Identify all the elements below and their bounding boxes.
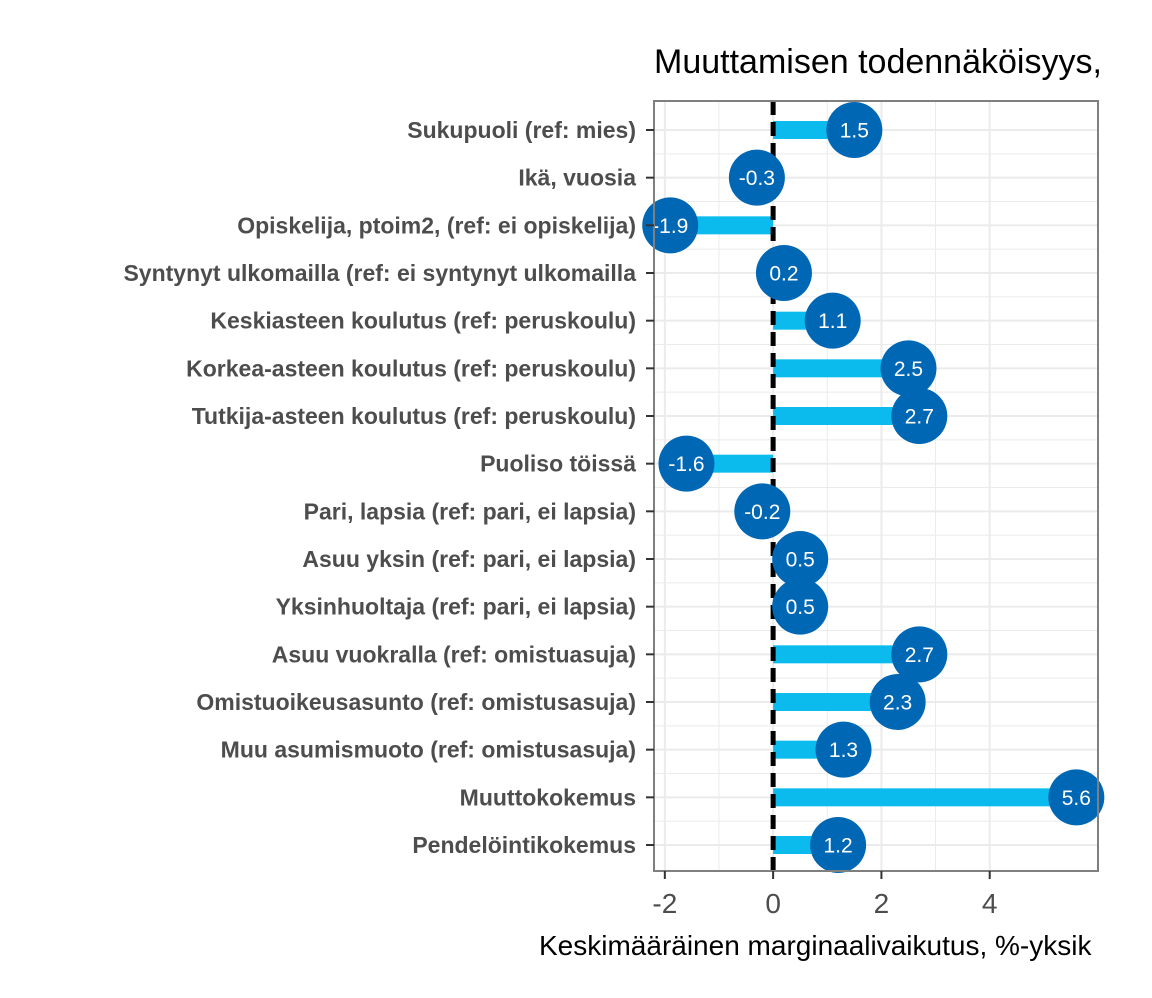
point-10	[772, 578, 829, 635]
y-tick-label-14: Muuttokokemus	[460, 784, 636, 810]
y-tick-label-12: Omistuoikeusasunto (ref: omistusasuja)	[196, 689, 636, 715]
bar-6	[773, 407, 920, 425]
point-8	[734, 483, 791, 540]
data-labels: 1.5 -0.3 -1.9 0.2 1.1 2.5 2.7 -1.6 -0.2 0.5 0.5 2.7…	[652, 120, 1091, 858]
point-4	[804, 292, 861, 349]
y-tick-label-6: Tutkija-asteen koulutus (ref: peruskoulu…	[192, 403, 636, 429]
y-tick-label-7: Puoliso töissä	[480, 451, 636, 477]
point-15	[810, 817, 867, 873]
data-label-10: 0.5	[786, 596, 815, 619]
data-label-12: 2.3	[883, 692, 912, 715]
x-tick-label-0: -2	[652, 888, 677, 919]
bar-14	[773, 788, 1077, 807]
x-axis-label: Keskimääräinen marginaalivaikutus, %-yks…	[539, 930, 1092, 961]
data-label-1: -0.3	[739, 167, 775, 190]
data-label-2: -1.9	[652, 215, 688, 238]
x-tick-label-2: 2	[874, 888, 890, 919]
x-axis: -2 0 2 4	[652, 871, 997, 919]
data-label-11: 2.7	[905, 644, 934, 667]
point-5	[880, 340, 937, 397]
y-tick-label-9: Asuu yksin (ref: pari, ei lapsia)	[302, 546, 636, 572]
y-tick-label-13: Muu asumismuoto (ref: omistusasuja)	[221, 737, 636, 763]
bar-11	[773, 645, 920, 664]
y-tick-label-4: Keskiasteen koulutus (ref: peruskoulu)	[210, 308, 636, 334]
bar-5	[773, 359, 909, 378]
data-label-4: 1.1	[818, 310, 847, 333]
y-tick-label-15: Pendelöintikokemus	[412, 832, 636, 858]
panel-border	[653, 100, 1099, 872]
y-tick-label-2: Opiskelija, ptoim2, (ref: ei opiskelija)	[237, 212, 636, 238]
y-tick-label-3: Syntynyt ulkomailla (ref: ei syntynyt ul…	[123, 260, 636, 286]
point-12	[869, 674, 926, 730]
y-tick-label-1: Ikä, vuosia	[518, 165, 636, 191]
point-1	[728, 149, 785, 206]
data-label-0: 1.5	[840, 120, 869, 143]
y-tick-label-8: Pari, lapsia (ref: pari, ei lapsia)	[304, 498, 636, 524]
bar-12	[773, 693, 898, 711]
point-14	[1048, 769, 1105, 826]
data-label-5: 2.5	[894, 358, 923, 381]
y-axis: Sukupuoli (ref: mies) Ikä, vuosia Opiskeli…	[123, 117, 654, 858]
data-label-13: 1.3	[829, 739, 858, 762]
y-tick-label-5: Korkea-asteen koulutus (ref: peruskoulu)	[186, 355, 636, 381]
point-3	[755, 245, 812, 301]
data-label-14: 5.6	[1062, 787, 1091, 810]
point-13	[815, 721, 872, 778]
y-tick-label-10: Yksinhuoltaja (ref: pari, ei lapsia)	[276, 594, 636, 620]
point-6	[891, 388, 948, 444]
data-label-7: -1.6	[668, 453, 704, 476]
data-label-15: 1.2	[823, 835, 852, 858]
y-tick-label-11: Asuu vuokralla (ref: omistuasuja)	[272, 641, 636, 667]
data-label-9: 0.5	[786, 549, 815, 572]
x-tick-label-3: 4	[982, 888, 998, 919]
point-11	[891, 626, 948, 683]
data-label-3: 0.2	[769, 263, 798, 286]
x-tick-label-1: 0	[765, 888, 781, 919]
point-9	[772, 531, 829, 587]
data-label-6: 2.7	[905, 406, 934, 429]
y-tick-label-0: Sukupuoli (ref: mies)	[407, 117, 636, 143]
chart-title: Muuttamisen todennäköisyys,	[654, 43, 1102, 81]
point-2	[642, 197, 699, 254]
point-7	[658, 435, 715, 492]
data-label-8: -0.2	[744, 501, 780, 524]
points	[642, 102, 1105, 873]
point-0	[826, 102, 883, 158]
